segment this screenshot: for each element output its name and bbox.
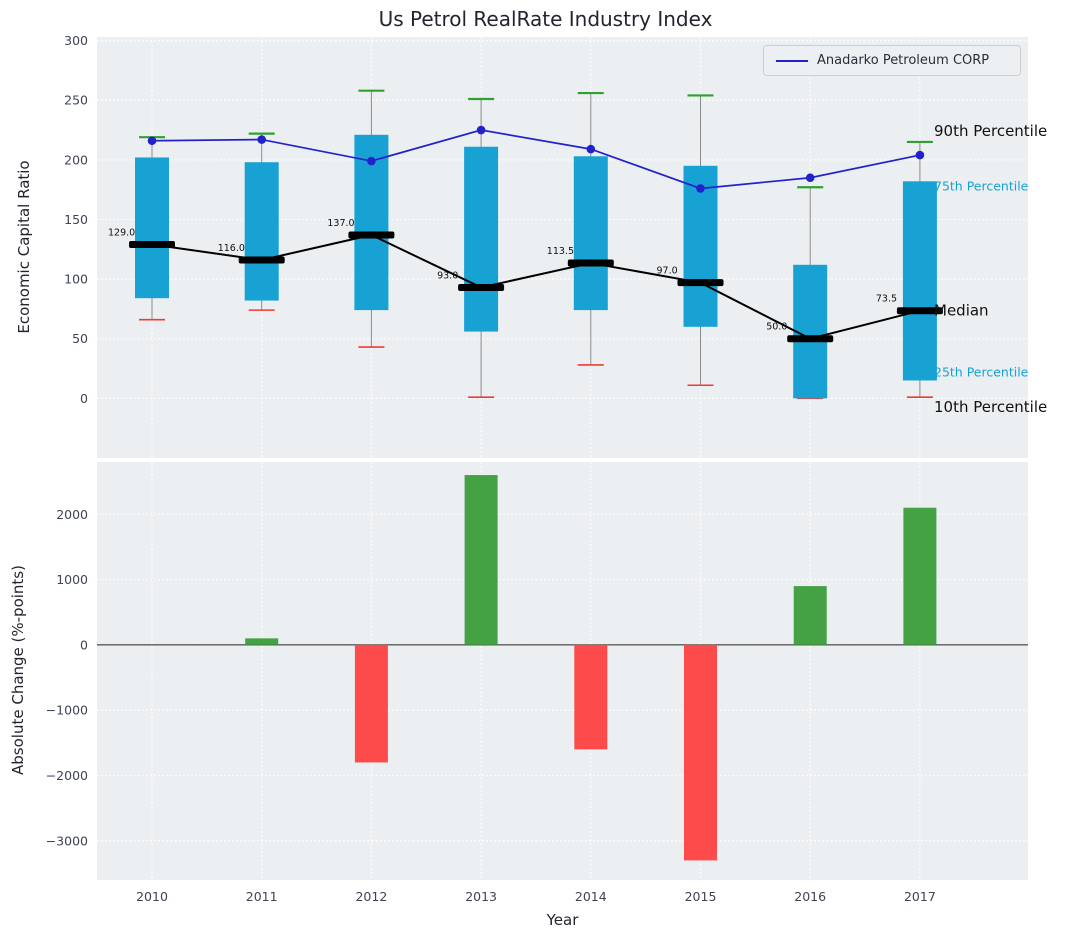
y-tick-label: 250 [64, 93, 88, 108]
y-tick-label: −2000 [46, 768, 88, 783]
median-marker [896, 307, 943, 315]
legend-line-sample [776, 59, 808, 62]
median-marker [129, 241, 175, 249]
bar-positive [464, 475, 498, 645]
company-line [151, 129, 921, 190]
y-tick-label: −3000 [46, 833, 88, 848]
median-marker [787, 335, 834, 343]
top-y-axis-label: Economic Capital Ratio [15, 160, 33, 334]
legend-label: Anadarko Petroleum CORP [817, 53, 990, 68]
company-marker [147, 136, 157, 146]
bar-positive [903, 507, 937, 645]
iqr-box [902, 181, 937, 381]
annotation-p25: 25th Percentile [934, 364, 1029, 379]
company-marker [915, 150, 925, 160]
bar-negative [574, 644, 608, 750]
median-marker [567, 259, 614, 267]
x-tick-label: 2014 [575, 889, 607, 904]
company-marker [696, 184, 705, 193]
x-tick-label: 2016 [794, 889, 826, 904]
x-tick-label: 2012 [355, 889, 387, 904]
y-tick-label: 200 [64, 152, 88, 167]
median-marker [238, 256, 285, 264]
annotation-p90: 90th Percentile [934, 122, 1047, 140]
x-tick-label: 2011 [246, 889, 278, 904]
x-tick-label: 2017 [904, 889, 936, 904]
company-marker [586, 144, 596, 154]
company-marker [257, 135, 267, 144]
annotation-median: Median [934, 302, 989, 320]
y-tick-label: 50 [72, 331, 88, 346]
annotation-p10: 10th Percentile [934, 398, 1047, 416]
y-tick-label: 2000 [56, 507, 88, 522]
legend: Anadarko Petroleum CORP [763, 45, 1021, 76]
bottom-plot: −3000 −2000 −1000 0 1000 2000 2010 2011 2012 2013… [46, 462, 1028, 904]
company-marker [476, 125, 486, 135]
x-tick-label: 2015 [685, 889, 717, 904]
x-axis-label: Year [546, 911, 579, 929]
y-tick-label: 150 [64, 212, 88, 227]
y-tick-label: 0 [80, 637, 88, 652]
x-tick-label: 2010 [136, 889, 168, 904]
median-line [151, 233, 921, 340]
median-value-label: 97.0 [657, 266, 678, 277]
top-plot: 0 50 100 150 200 250 300 129.0 116.0 137.0 93.0 113… [64, 33, 1047, 458]
median-value-label: 137.0 [327, 218, 354, 229]
chart-title: Us Petrol RealRate Industry Index [378, 7, 713, 31]
y-tick-label: 1000 [56, 572, 88, 587]
y-tick-label: 100 [64, 272, 88, 287]
median-marker [348, 231, 395, 239]
median-marker [677, 279, 724, 287]
x-tick-label: 2013 [465, 889, 497, 904]
median-value-label: 73.5 [876, 294, 897, 305]
median-value-label: 93.0 [437, 270, 458, 281]
company-marker [367, 156, 376, 166]
bottom-plot-bg [97, 462, 1028, 880]
median-value-label: 116.0 [218, 243, 245, 254]
iqr-box [244, 162, 279, 301]
iqr-box [135, 157, 169, 299]
company-marker [805, 173, 815, 183]
y-tick-label: −1000 [46, 703, 88, 718]
annotation-p75: 75th Percentile [934, 178, 1029, 193]
iqr-box [793, 264, 828, 399]
median-value-label: 113.5 [547, 246, 574, 257]
bottom-y-axis-label: Absolute Change (%-points) [9, 565, 27, 775]
bar-negative [354, 644, 388, 763]
median-value-label: 50.0 [766, 322, 787, 333]
iqr-box [573, 156, 608, 311]
median-marker [458, 283, 505, 291]
y-tick-label: 300 [64, 33, 88, 48]
median-value-label: 129.0 [108, 228, 135, 239]
y-tick-label: 0 [80, 391, 88, 406]
bar-positive [793, 586, 827, 645]
bar-negative [684, 644, 717, 861]
bar-positive [245, 638, 279, 645]
iqr-box [464, 146, 499, 332]
